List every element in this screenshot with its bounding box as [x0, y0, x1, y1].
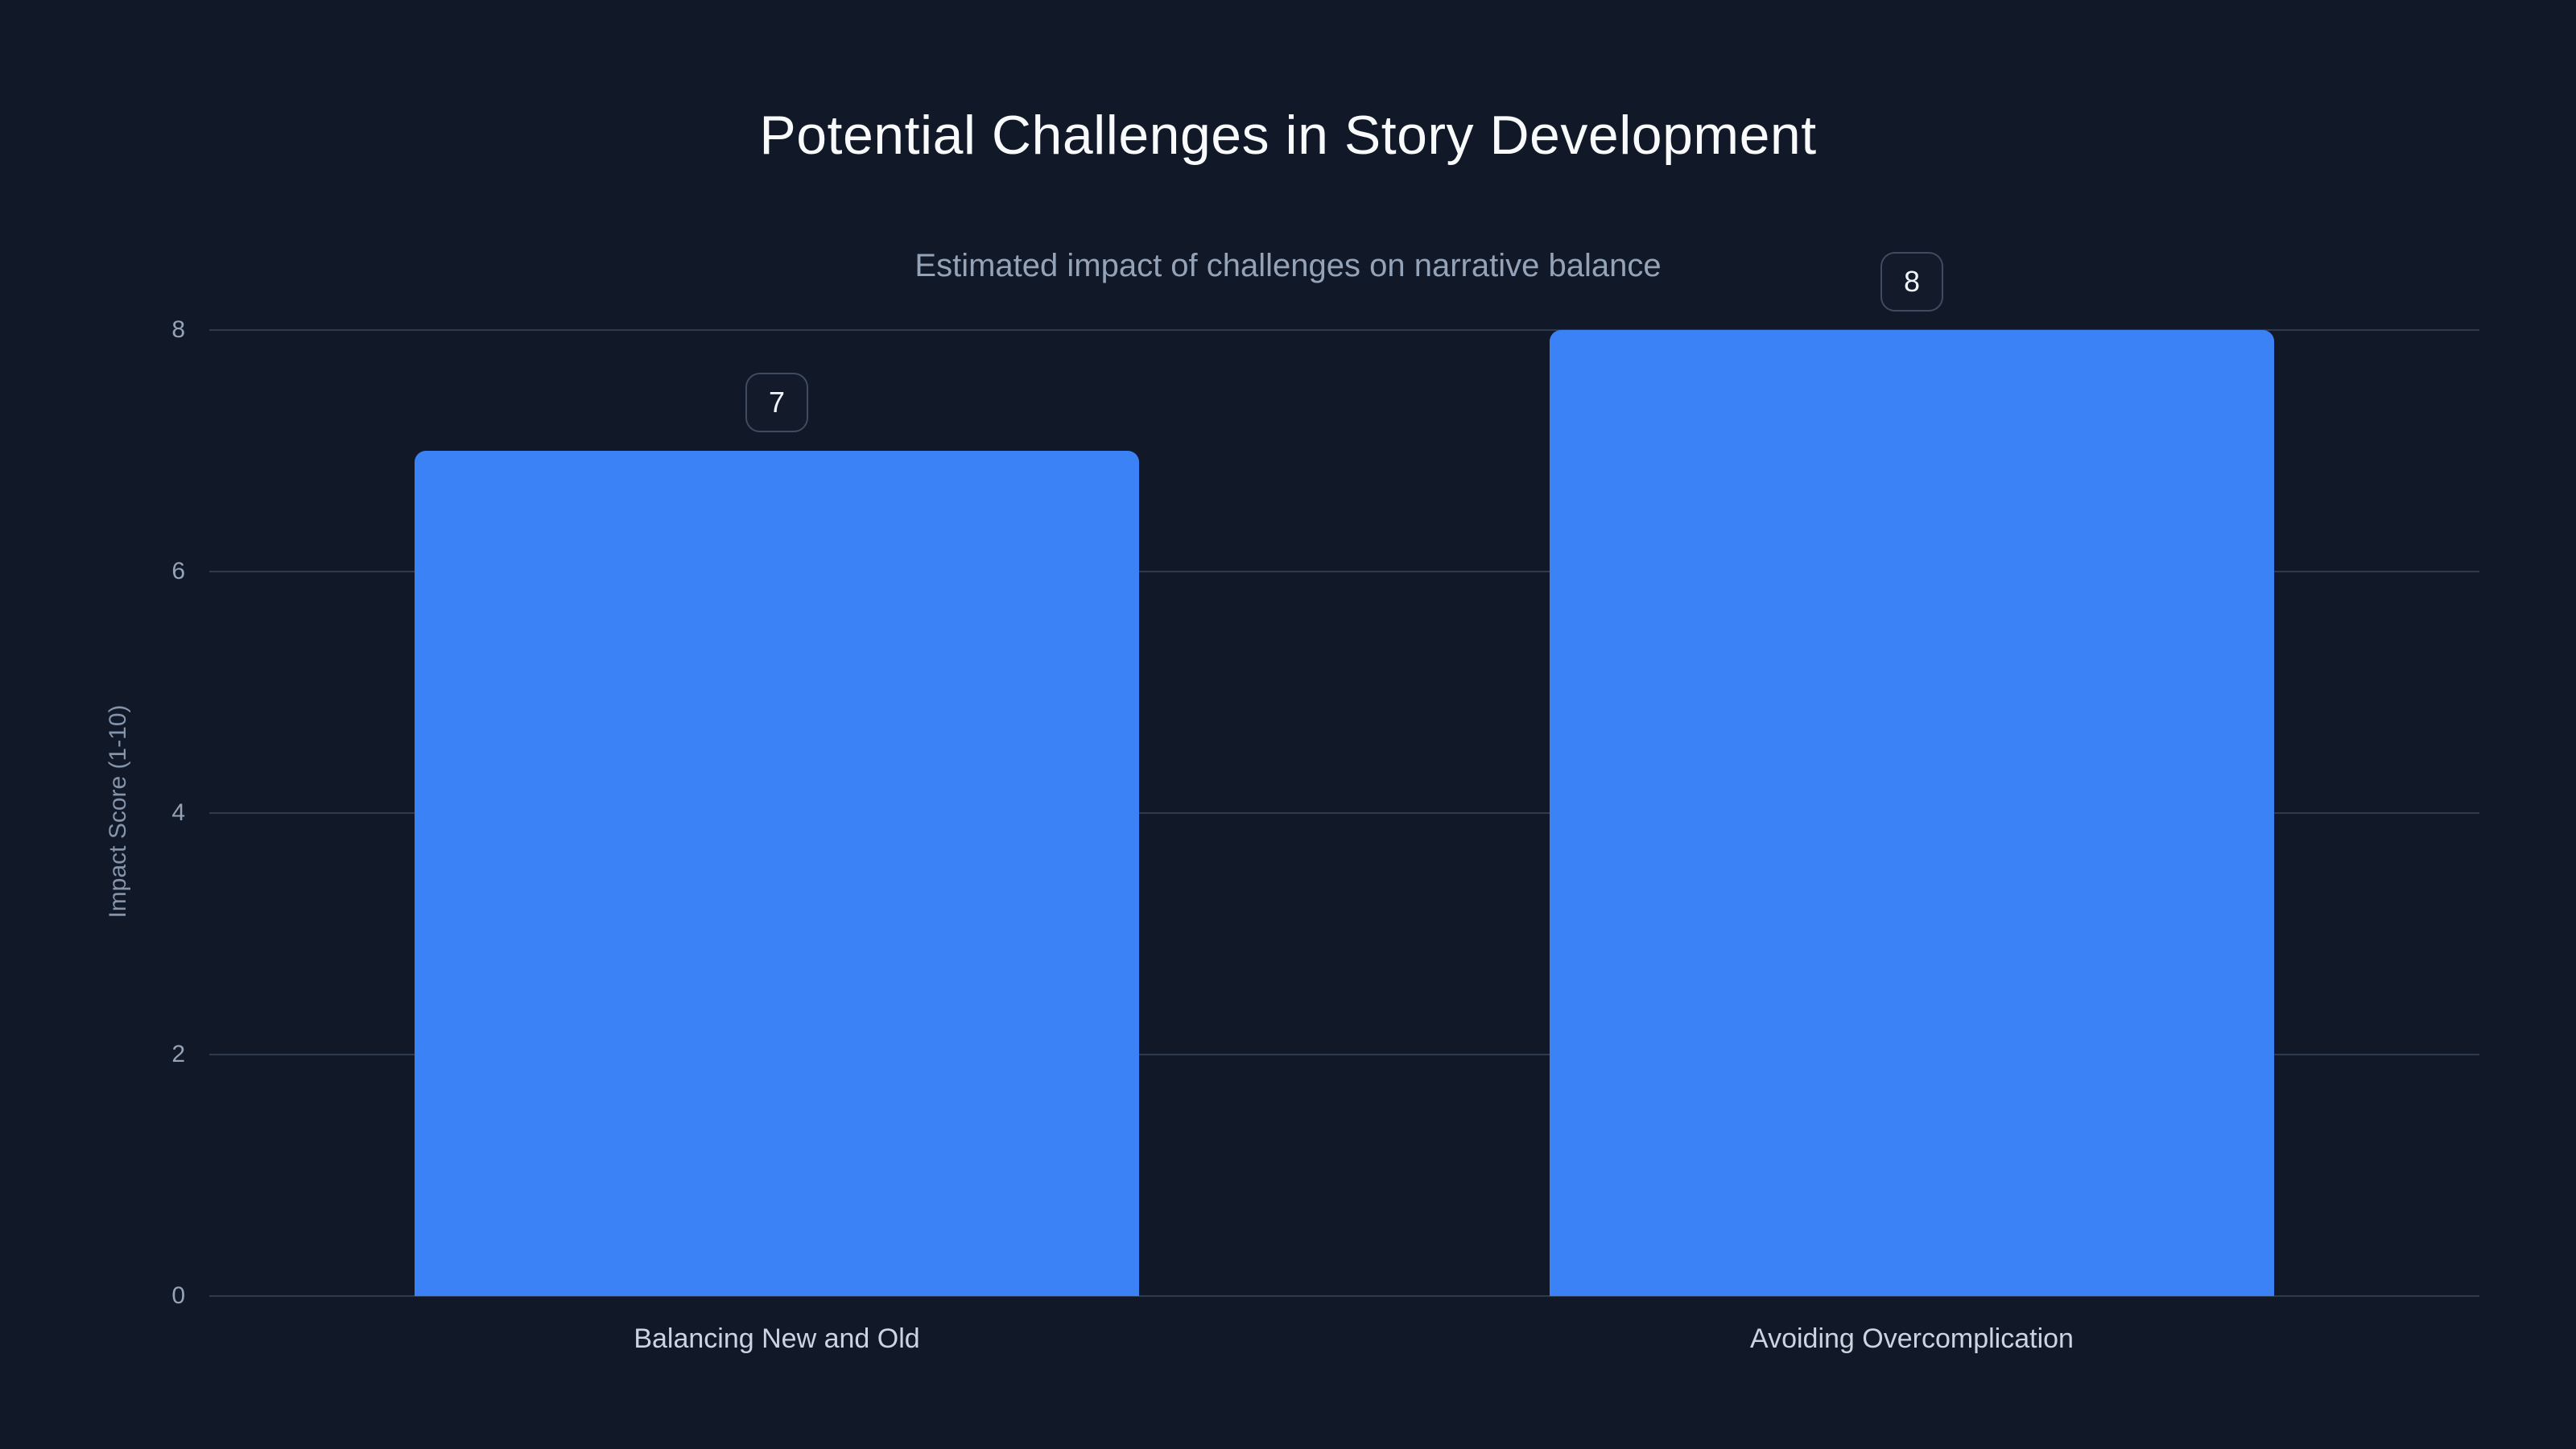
gridline [209, 329, 2479, 331]
gridline [209, 1295, 2479, 1297]
y-tick-label: 8 [171, 316, 185, 343]
y-tick-label: 4 [171, 799, 185, 826]
x-axis-category-label: Balancing New and Old [634, 1323, 920, 1354]
gridline [209, 812, 2479, 814]
gridline [209, 571, 2479, 572]
y-tick-label: 2 [171, 1041, 185, 1067]
bar [1550, 330, 2274, 1296]
gridline [209, 1054, 2479, 1055]
y-tick-label: 6 [171, 558, 185, 584]
bar [415, 451, 1139, 1296]
chart-title: Potential Challenges in Story Developmen… [759, 105, 1817, 166]
bar-value-badge: 7 [745, 373, 808, 432]
y-tick-label: 0 [171, 1282, 185, 1309]
bar-value-badge: 8 [1880, 252, 1943, 312]
x-axis-category-label: Avoiding Overcomplication [1750, 1323, 2074, 1354]
chart-subtitle: Estimated impact of challenges on narrat… [914, 248, 1662, 283]
